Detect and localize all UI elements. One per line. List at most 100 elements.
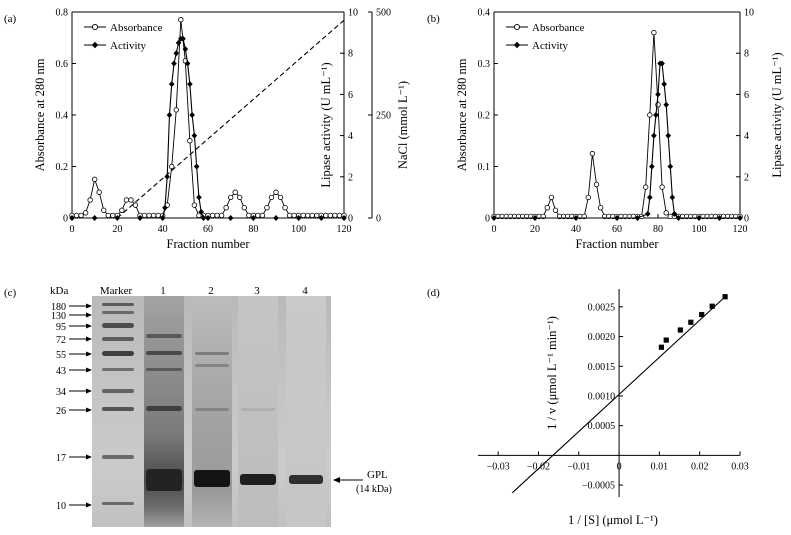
panel-d-y-tick-label: 0.0020 <box>588 332 616 343</box>
panel-a-x-tick-label: 40 <box>158 224 168 235</box>
panel-a-absorbance-point <box>78 212 84 219</box>
marker-size-label-180: 180 <box>51 302 66 313</box>
marker-size-label-130: 130 <box>51 311 66 322</box>
panel-d-data-point <box>699 311 705 318</box>
lane-1-band <box>146 406 182 411</box>
panel-a-y2-label: Lipase activity (U mL⁻¹) <box>319 62 333 187</box>
panel-b-activity-point <box>647 194 653 201</box>
gpl-label: GPL <box>367 469 388 481</box>
panel-b-x-tick-label: 20 <box>530 224 540 235</box>
panel-a-activity-point <box>196 194 202 201</box>
panel-a-activity-point <box>191 132 198 139</box>
panel-a-absorbance-point <box>87 197 93 203</box>
panel-b-y2-tick-label: 8 <box>744 49 749 60</box>
marker-arrow-head-icon <box>86 323 92 329</box>
panel-b-activity-point <box>737 215 743 221</box>
panel-a-nacl-gradient-line <box>116 19 345 219</box>
marker-arrow-head-icon <box>86 336 92 342</box>
panel-a-absorbance-point <box>232 189 238 195</box>
panel-a-absorbance-point <box>96 189 102 195</box>
panel-b-absorbance-point <box>552 207 559 213</box>
panel-a-absorbance-point <box>82 210 89 216</box>
panel-c-lane-3: 3 <box>254 285 260 297</box>
panel-b-y-tick-label: 0.2 <box>478 111 491 122</box>
panel-a-absorbance-point <box>214 212 220 219</box>
lane-1-band <box>146 368 182 371</box>
panel-b-activity-point <box>573 215 579 221</box>
panel-a-x-tick-label: 0 <box>70 224 75 235</box>
panel-d-data-point <box>722 294 728 300</box>
panel-b-absorbance-point <box>597 204 604 211</box>
panel-b-activity-point <box>653 112 659 118</box>
marker-size-label-95: 95 <box>56 322 66 333</box>
panel-a-activity-point <box>171 60 177 67</box>
marker-size-label-43: 43 <box>56 366 66 377</box>
panel-a-absorbance-point <box>237 194 243 201</box>
panel-b-activity-point <box>716 215 723 221</box>
panel-b-activity-point <box>651 132 657 139</box>
panel-b-absorbance-point <box>585 194 591 201</box>
panel-d-y-tick-label: 0.0015 <box>588 362 616 373</box>
panel-b-absorbance-point <box>589 150 596 157</box>
panel-a-absorbance-point <box>246 212 252 219</box>
panel-a-activity-point <box>175 39 182 46</box>
panel-b-activity-point <box>671 210 678 217</box>
panel-a-activity-point <box>295 215 302 221</box>
panel-b-activity-point <box>675 215 682 221</box>
panel-d-x-tick-label: −0.01 <box>567 461 590 472</box>
panel-b-activity-point <box>649 163 655 170</box>
panel-a-absorbance-point <box>141 212 148 219</box>
lane-1-band <box>146 351 182 355</box>
panel-a-absorbance-point <box>314 212 320 219</box>
panel-a-absorbance-point <box>178 17 184 23</box>
panel-a-absorbance-point <box>119 207 125 213</box>
panel-b-activity-point <box>532 215 538 221</box>
panel-b-y-label: Absorbance at 280 nm <box>455 58 469 171</box>
panel-b-x-tick-label: 40 <box>571 224 581 235</box>
panel-a-y2-tick-label: 8 <box>348 49 353 60</box>
marker-band <box>102 311 134 314</box>
panel-a-y3-tick-label: 250 <box>376 111 391 122</box>
panel-b-absorbance-point <box>659 184 665 190</box>
panel-a-x-label: Fraction number <box>167 237 251 251</box>
panel-a-absorbance-point <box>327 212 334 219</box>
panel-a-activity-point <box>193 163 200 170</box>
panel-b-y2-tick-label: 6 <box>744 90 749 101</box>
marker-lane <box>98 296 138 527</box>
panel-d-y-label: 1 / v (μmol L⁻¹ min⁻¹) <box>545 316 559 430</box>
panel-d-x-tick-label: 0.02 <box>691 461 709 472</box>
panel-b-y-tick-label: 0.4 <box>478 8 491 19</box>
panel-d-data-point <box>663 337 669 343</box>
marker-size-label-17: 17 <box>56 453 66 464</box>
panel-b-activity-point <box>696 215 702 221</box>
panel-a-absorbance-point <box>241 204 247 211</box>
panel-a-activity-point <box>159 215 166 221</box>
panel-b-absorbance-point <box>647 112 653 118</box>
panel-a-absorbance-point <box>300 212 306 219</box>
marker-band <box>102 407 134 411</box>
panel-b-absorbance-point <box>544 204 550 211</box>
panel-a-absorbance-point <box>209 212 216 219</box>
panel-a-activity-point <box>227 215 234 221</box>
lane-2-band <box>194 470 230 487</box>
panel-b-y2-label: Lipase activity (U mL⁻¹) <box>770 52 784 177</box>
lane-2 <box>192 296 232 527</box>
panel-a-label: (a) <box>4 13 17 25</box>
panel-a-activity-point <box>168 81 175 88</box>
panel-b-x-tick-label: 120 <box>733 224 748 235</box>
panel-a-y3-tick-label: 500 <box>376 8 391 19</box>
panel-a-activity-point <box>341 215 347 221</box>
marker-band <box>102 368 134 371</box>
panel-a-y3-label: NaCl (mmol L⁻¹) <box>396 81 410 169</box>
marker-size-label-55: 55 <box>56 350 66 361</box>
panel-a-activity-point <box>273 215 279 221</box>
legend-open-circle-icon <box>91 23 99 31</box>
marker-size-label-10: 10 <box>56 501 66 512</box>
panel-b-y2-tick-label: 2 <box>744 172 749 183</box>
panel-a-absorbance-point <box>155 212 161 219</box>
marker-band <box>102 455 134 459</box>
panel-a-absorbance-point <box>273 189 279 195</box>
panel-a-absorbance-point <box>105 212 111 219</box>
panel-b-activity-point <box>667 163 674 170</box>
